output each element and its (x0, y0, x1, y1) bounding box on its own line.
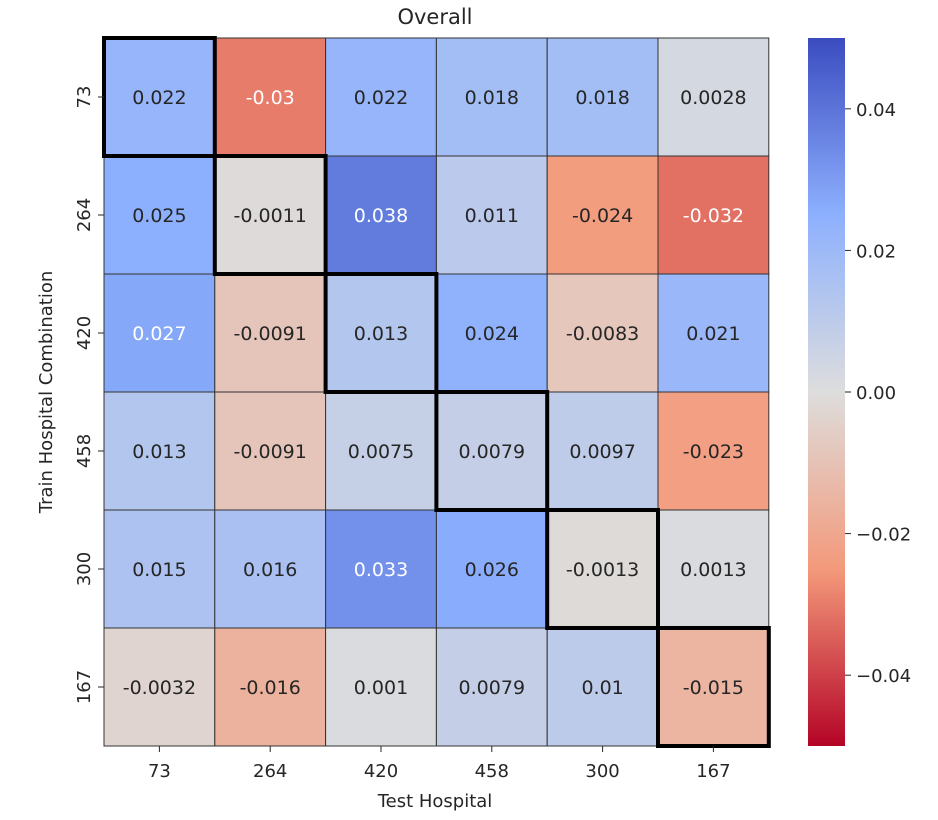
cell-value-label-0-3: 0.018 (465, 87, 519, 109)
colorbar: 0.04 0.02 0.00 −0.02 −0.04 (808, 38, 911, 746)
cell-value-label-1-5: -0.032 (683, 205, 744, 227)
x-tick-label-2: 420 (364, 761, 398, 782)
colorbar-tick-label-2: 0.00 (856, 383, 896, 404)
heatmap-cell-2-0 (103, 273, 216, 393)
heatmap-cell-4-2 (325, 509, 437, 629)
highlight-box-2 (323, 272, 439, 394)
cell-value-label-0-2: 0.022 (354, 87, 408, 109)
cell-value-label-5-4: 0.01 (581, 677, 623, 699)
y-tick-label-5: 167 (74, 670, 95, 704)
cell-value-label-4-4: -0.0013 (566, 559, 639, 581)
heatmap-cell-5-1 (214, 627, 327, 747)
heatmap-cell-0-4 (546, 37, 659, 157)
y-tick-label-0: 73 (74, 86, 95, 109)
chart-title: Overall (397, 5, 472, 29)
heatmap-cell-5-0 (103, 627, 216, 747)
heatmap-cell-5-3 (435, 627, 548, 747)
colorbar-tick-label-4: −0.04 (856, 666, 911, 687)
colorbar-tick-label-3: −0.02 (856, 525, 911, 546)
cell-value-label-1-0: 0.025 (132, 205, 186, 227)
cell-value-label-4-0: 0.015 (132, 559, 186, 581)
cell-value-label-5-0: -0.0032 (123, 677, 196, 699)
cell-value-label-1-4: -0.024 (572, 205, 633, 227)
cell-value-label-4-2: 0.033 (354, 559, 408, 581)
cell-value-label-4-1: 0.016 (243, 559, 297, 581)
highlight-box-3 (434, 390, 550, 512)
x-tick-label-1: 264 (253, 761, 287, 782)
cell-value-label-2-0: 0.027 (132, 323, 186, 345)
cell-value-label-2-4: -0.0083 (566, 323, 639, 345)
x-tick-label-0: 73 (148, 761, 171, 782)
y-tick-label-1: 264 (74, 198, 95, 232)
heatmap-cell-3-4 (546, 391, 659, 511)
highlight-box-1 (212, 154, 328, 276)
x-tick-label-3: 458 (475, 761, 509, 782)
cell-value-label-4-5: 0.0013 (680, 559, 746, 581)
colorbar-tick-label-0: 0.04 (856, 100, 896, 121)
cell-value-label-2-5: 0.021 (686, 323, 740, 345)
heatmap-cell-0-3 (435, 37, 548, 157)
heatmap-cell-5-2 (325, 627, 437, 747)
cell-value-label-2-3: 0.024 (465, 323, 519, 345)
y-tick-label-2: 420 (74, 316, 95, 350)
cell-value-label-2-2: 0.013 (354, 323, 408, 345)
diagonal-highlights (102, 36, 771, 748)
cell-value-label-5-1: -0.016 (240, 677, 301, 699)
y-axis-label: Train Hospital Combination (36, 271, 57, 515)
cell-value-label-1-3: 0.011 (465, 205, 519, 227)
cell-value-label-2-1: -0.0091 (234, 323, 307, 345)
cell-value-label-5-2: 0.001 (354, 677, 408, 699)
cell-value-label-3-4: 0.0097 (569, 441, 635, 463)
heatmap-cell-3-1 (214, 391, 327, 511)
cell-value-label-0-1: -0.03 (246, 87, 295, 109)
heatmap-cell-0-5 (657, 37, 770, 157)
heatmap-cell-2-1 (214, 273, 327, 393)
heatmap-cell-2-4 (546, 273, 659, 393)
heatmap-cell-0-0 (103, 37, 216, 157)
cell-value-label-3-5: -0.023 (683, 441, 744, 463)
heatmap-cell-4-3 (435, 509, 548, 629)
cell-value-label-1-2: 0.038 (354, 205, 408, 227)
cell-value-label-0-4: 0.018 (575, 87, 629, 109)
cell-value-label-5-5: -0.015 (683, 677, 744, 699)
x-axis-label: Test Hospital (377, 791, 493, 812)
heatmap-cell-1-0 (103, 155, 216, 275)
heatmap-cell-2-3 (435, 273, 548, 393)
y-tick-label-3: 458 (74, 434, 95, 468)
heatmap-cell-3-0 (103, 391, 216, 511)
colorbar-gradient (808, 38, 845, 746)
heatmap-cell-2-5 (657, 273, 770, 393)
x-tick-label-5: 167 (696, 761, 730, 782)
heatmap-cell-5-4 (546, 627, 659, 747)
heatmap-cell-4-4 (546, 509, 659, 629)
heatmap-cell-1-1 (214, 155, 327, 275)
y-axis-ticks: 73 264 420 458 300 167 (74, 86, 104, 704)
cell-value-label-1-1: -0.0011 (234, 205, 307, 227)
colorbar-tick-label-1: 0.02 (856, 241, 896, 262)
heatmap-cell-1-4 (546, 155, 659, 275)
heatmap-cell-0-2 (325, 37, 437, 157)
heatmap-cells: 0.022 -0.03 0.022 0.018 0.018 0.0028 0.025 -0.0… (103, 37, 770, 747)
y-tick-label-4: 300 (74, 552, 95, 586)
cell-value-label-3-2: 0.0075 (348, 441, 414, 463)
cell-value-label-3-0: 0.013 (132, 441, 186, 463)
cell-value-label-3-1: -0.0091 (234, 441, 307, 463)
heatmap-cell-1-2 (325, 155, 437, 275)
cell-value-label-0-0: 0.022 (132, 87, 186, 109)
heatmap-cell-4-1 (214, 509, 327, 629)
highlight-box-4 (545, 508, 661, 630)
x-axis-ticks: 73 264 420 458 300 167 (148, 746, 731, 782)
cell-value-label-4-3: 0.026 (465, 559, 519, 581)
x-tick-label-4: 300 (585, 761, 619, 782)
cell-value-label-3-3: 0.0079 (459, 441, 525, 463)
cell-value-label-5-3: 0.0079 (459, 677, 525, 699)
heatmap-cell-4-5 (657, 509, 770, 629)
cell-value-label-0-5: 0.0028 (680, 87, 746, 109)
heatmap-cell-1-3 (435, 155, 548, 275)
